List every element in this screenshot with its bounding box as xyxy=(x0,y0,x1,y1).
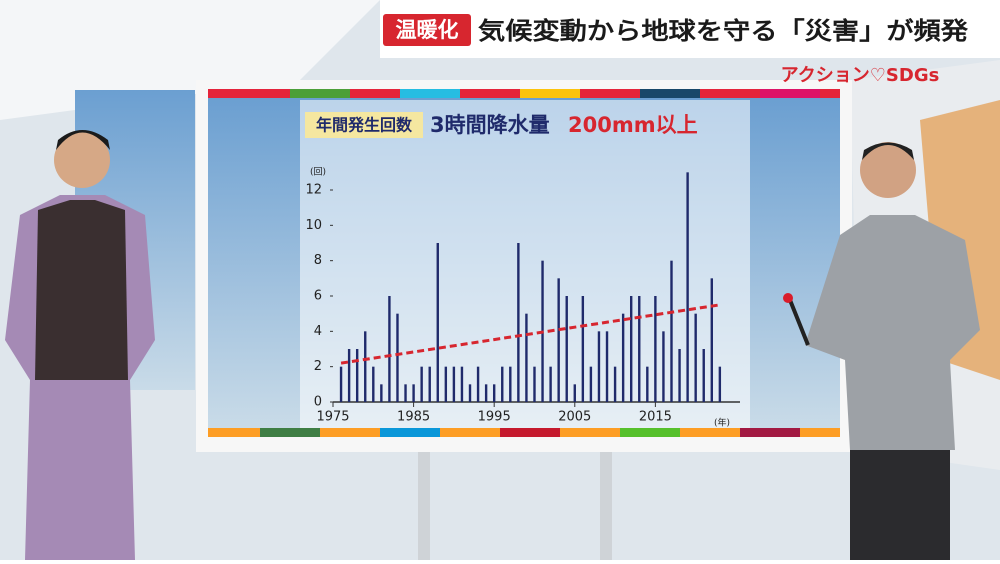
bar xyxy=(694,313,697,402)
tag-box xyxy=(383,14,471,46)
stripes xyxy=(208,89,840,437)
bar xyxy=(654,296,657,402)
bar xyxy=(565,296,568,402)
bar xyxy=(549,366,552,402)
chart-title-highlight: 200mm以上 xyxy=(568,113,698,137)
title-label-box xyxy=(305,112,423,138)
trend-line xyxy=(340,303,721,365)
bar xyxy=(436,243,439,402)
bar xyxy=(638,296,641,402)
bar xyxy=(686,172,689,402)
bar xyxy=(718,366,722,402)
bar xyxy=(339,366,343,402)
bar xyxy=(646,366,649,402)
bar xyxy=(621,313,625,402)
headline: 気候変動から地球を守る「災害」が頻発 xyxy=(478,17,969,45)
bar xyxy=(420,366,423,402)
bar xyxy=(492,384,496,402)
y-tick-label: 0 xyxy=(314,395,322,410)
bar xyxy=(573,384,576,402)
bar xyxy=(589,366,593,402)
bar xyxy=(710,278,713,402)
presenter-left xyxy=(5,130,155,560)
bar xyxy=(501,366,504,402)
bar xyxy=(476,366,480,402)
bar xyxy=(460,366,464,402)
y-tick-label: 10 xyxy=(305,218,322,233)
bar xyxy=(605,331,609,402)
stand xyxy=(600,452,612,560)
bar xyxy=(597,331,601,402)
x-tick-label: 2005 xyxy=(558,410,591,425)
x-tick-label: 1975 xyxy=(316,410,349,425)
logo: アクション♡SDGs xyxy=(781,65,940,86)
bar xyxy=(347,349,351,402)
bar xyxy=(484,384,488,402)
bar xyxy=(509,366,512,402)
x-unit: (年) xyxy=(714,417,730,429)
bar xyxy=(412,384,415,402)
bar xyxy=(396,313,399,402)
bar xyxy=(355,349,359,402)
bar xyxy=(428,366,431,402)
x-tick-label: 2015 xyxy=(639,410,672,425)
y-tick-label: 8 xyxy=(314,253,322,268)
stand xyxy=(418,452,430,560)
bar xyxy=(533,366,536,402)
bar xyxy=(557,278,560,402)
bar xyxy=(452,366,456,402)
presenter-right xyxy=(783,142,980,560)
bar xyxy=(404,384,407,402)
bar xyxy=(444,366,448,402)
bar xyxy=(629,296,633,402)
y-tick-label: 12 xyxy=(305,183,322,198)
bar xyxy=(670,260,673,402)
x-tick-label: 1995 xyxy=(478,410,511,425)
bar xyxy=(364,331,367,402)
bar xyxy=(525,313,528,402)
title-label: 年間発生回数 xyxy=(316,116,413,135)
header-tag: 温暖化 xyxy=(396,18,459,42)
x-tick-label: 1985 xyxy=(397,410,430,425)
bar xyxy=(372,366,375,402)
y-unit: (回) xyxy=(310,167,326,178)
bar xyxy=(613,366,617,402)
bar xyxy=(388,296,391,402)
y-tick-label: 6 xyxy=(314,289,322,304)
bar xyxy=(380,384,383,402)
bar xyxy=(678,349,681,402)
bar xyxy=(662,331,665,402)
bar xyxy=(517,243,520,402)
y-tick-label: 2 xyxy=(314,359,322,374)
bar xyxy=(581,296,585,402)
y-tick-label: 4 xyxy=(314,324,322,339)
plot-bg xyxy=(300,100,750,428)
bar xyxy=(468,384,472,402)
bar xyxy=(702,349,705,402)
chart-title: 3時間降水量 xyxy=(430,113,550,137)
header-bar xyxy=(380,0,1000,58)
